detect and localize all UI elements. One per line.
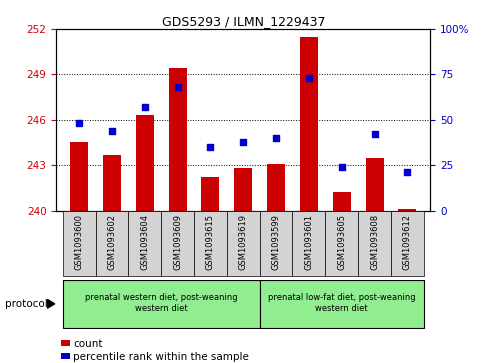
Text: GSM1093615: GSM1093615	[205, 214, 215, 270]
Text: GSM1093605: GSM1093605	[337, 214, 346, 270]
Bar	[398, 209, 415, 211]
Point	[305, 75, 312, 81]
Text: GSM1093619: GSM1093619	[238, 214, 247, 270]
Bar	[168, 68, 186, 211]
Text: GSM1093602: GSM1093602	[107, 214, 116, 270]
Bar	[96, 211, 128, 276]
Title: GDS5293 / ILMN_1229437: GDS5293 / ILMN_1229437	[161, 15, 325, 28]
Bar	[332, 192, 350, 211]
Bar	[161, 211, 194, 276]
Bar	[194, 211, 226, 276]
Bar	[234, 168, 252, 211]
Point	[108, 128, 116, 134]
Bar	[62, 211, 96, 276]
Text: prenatal low-fat diet, post-weaning
western diet: prenatal low-fat diet, post-weaning west…	[267, 293, 415, 313]
Text: GSM1093608: GSM1093608	[369, 214, 378, 270]
Point	[75, 121, 83, 126]
Text: protocol: protocol	[5, 299, 47, 309]
Text: count: count	[73, 339, 102, 349]
Point	[370, 131, 378, 137]
Bar	[201, 177, 219, 211]
Bar	[299, 37, 317, 211]
Bar	[136, 115, 154, 211]
Bar	[390, 211, 423, 276]
Bar	[259, 211, 292, 276]
Text: GSM1093601: GSM1093601	[304, 214, 313, 270]
Text: GSM1093612: GSM1093612	[402, 214, 411, 270]
Bar	[62, 281, 259, 327]
Bar	[259, 281, 423, 327]
Point	[239, 139, 246, 144]
Bar	[357, 211, 390, 276]
Text: prenatal western diet, post-weaning
western diet: prenatal western diet, post-weaning west…	[85, 293, 237, 313]
Text: GSM1093600: GSM1093600	[75, 214, 83, 270]
Point	[272, 135, 280, 141]
Bar	[226, 211, 259, 276]
Bar	[292, 211, 325, 276]
Bar	[70, 143, 88, 211]
Bar	[266, 164, 285, 211]
Bar	[325, 211, 357, 276]
Bar	[128, 211, 161, 276]
Text: GSM1093604: GSM1093604	[140, 214, 149, 270]
Bar	[365, 158, 383, 211]
Point	[206, 144, 214, 150]
Text: GSM1093609: GSM1093609	[173, 214, 182, 270]
Text: GSM1093599: GSM1093599	[271, 214, 280, 270]
Point	[403, 170, 410, 175]
Bar	[103, 155, 121, 211]
Point	[173, 84, 181, 90]
Text: percentile rank within the sample: percentile rank within the sample	[73, 352, 249, 362]
Point	[337, 164, 345, 170]
Point	[141, 104, 148, 110]
